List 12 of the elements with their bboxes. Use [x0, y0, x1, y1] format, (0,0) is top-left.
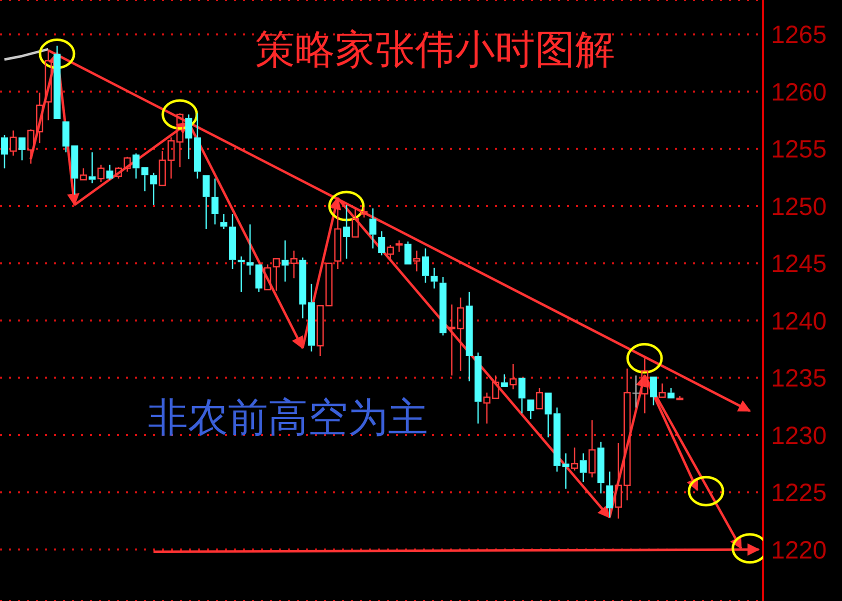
y-tick-label: 1220	[771, 536, 827, 564]
y-tick-label: 1230	[771, 422, 827, 450]
y-tick-label: 1225	[771, 479, 827, 508]
y-tick-label: 1245	[771, 250, 827, 278]
y-tick-label: 1250	[771, 192, 827, 221]
y-tick-label: 1240	[771, 307, 827, 336]
y-tick-label: 1265	[771, 21, 827, 50]
y-tick-label: 1260	[771, 78, 827, 106]
text: 策略家张伟小时图解	[254, 26, 616, 75]
annotation: 非农前高空为主	[148, 394, 428, 443]
y-tick-label: 1235	[771, 364, 827, 393]
y-tick-label: 1255	[771, 136, 827, 164]
